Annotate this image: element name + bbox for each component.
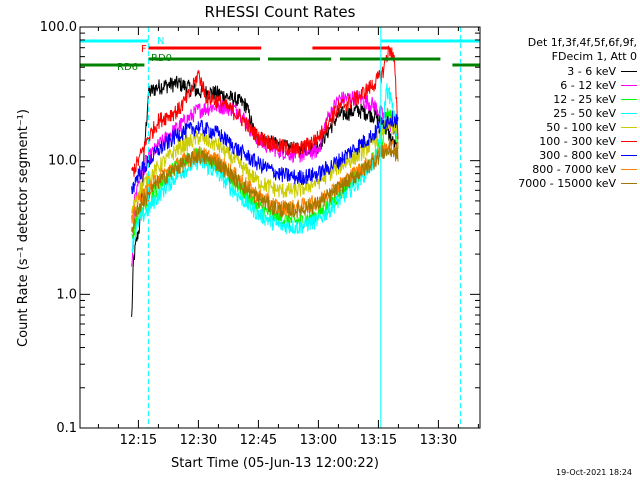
legend-swatch [621,182,637,184]
legend-item: 6 - 12 keV [481,78,637,92]
x-tick-label: 13:15 [360,433,397,448]
legend-swatch [621,168,637,170]
legend-swatch [621,126,637,128]
series-layer [131,45,399,317]
legend-item: 800 - 7000 keV [481,162,637,176]
footer-date: 19-Oct-2021 18:24 [556,468,632,477]
annotation-label: RD0 [151,53,172,64]
legend-item: 7000 - 15000 keV [481,176,637,190]
legend-swatch [621,112,637,114]
x-axis-label: Start Time (05-Jun-13 12:00:22) [171,456,379,471]
legend-item-label: 3 - 6 keV [567,64,616,78]
y-tick-label: 1.0 [56,287,77,302]
vertical-markers [79,27,461,428]
legend-item-label: 800 - 7000 keV [532,162,616,176]
annotations: NF RD0 RD6 [117,36,172,73]
legend-item: 12 - 25 keV [481,92,637,106]
legend-header: Det 1f,3f,4f,5f,6f,9f, FDecim 1, Att 0 [481,36,637,64]
annotation-label: F [141,44,147,55]
annotation-label: N [157,36,164,47]
y-tick-label: 0.1 [56,421,77,436]
y-tick-label: 100.0 [40,20,77,35]
series-line [131,116,399,214]
attenuator-bars [80,39,480,67]
legend-header-line: Det 1f,3f,4f,5f,6f,9f, [527,36,637,49]
legend-header-line: FDecim 1, Att 0 [551,50,637,63]
legend-swatch [621,154,637,156]
legend-item-label: 50 - 100 keV [546,120,616,134]
y-axis-label: Count Rate (s⁻¹ detector segment⁻¹) [16,109,31,347]
legend-item: 50 - 100 keV [481,120,637,134]
annotation-label: RD6 [117,62,138,73]
legend-item-label: 300 - 800 keV [539,148,616,162]
x-tick-label: 13:00 [300,433,337,448]
x-tick-label: 13:30 [420,433,457,448]
legend-swatch [621,84,637,86]
legend: Det 1f,3f,4f,5f,6f,9f, FDecim 1, Att 0 3 … [481,36,637,190]
legend-item: 3 - 6 keV [481,64,637,78]
legend-swatch [621,140,637,142]
legend-item-label: 6 - 12 keV [560,78,616,92]
legend-item-label: 12 - 25 keV [553,92,616,106]
x-tick-label: 12:15 [120,433,157,448]
series-line [131,45,399,177]
x-tick-label: 12:30 [180,433,217,448]
legend-swatch [621,70,637,72]
axis-ticks: 12:15 12:30 12:45 13:00 13:15 13:30 0.1 1.0 10.0… [40,20,480,448]
series-line [131,142,399,233]
legend-item: 300 - 800 keV [481,148,637,162]
legend-item: 100 - 300 keV [481,134,637,148]
legend-swatch [621,98,637,100]
x-tick-label: 12:45 [240,433,277,448]
chart-title: RHESSI Count Rates [205,3,356,21]
legend-item: 25 - 50 keV [481,106,637,120]
y-tick-label: 10.0 [48,154,77,169]
legend-item-label: 25 - 50 keV [553,106,616,120]
series-line [131,110,399,195]
legend-item-label: 100 - 300 keV [539,134,616,148]
plot-frame [79,26,481,429]
legend-item-label: 7000 - 15000 keV [518,176,616,190]
legend-entries: 3 - 6 keV 6 - 12 keV 12 - 25 keV 25 - 50 ke… [481,64,637,190]
